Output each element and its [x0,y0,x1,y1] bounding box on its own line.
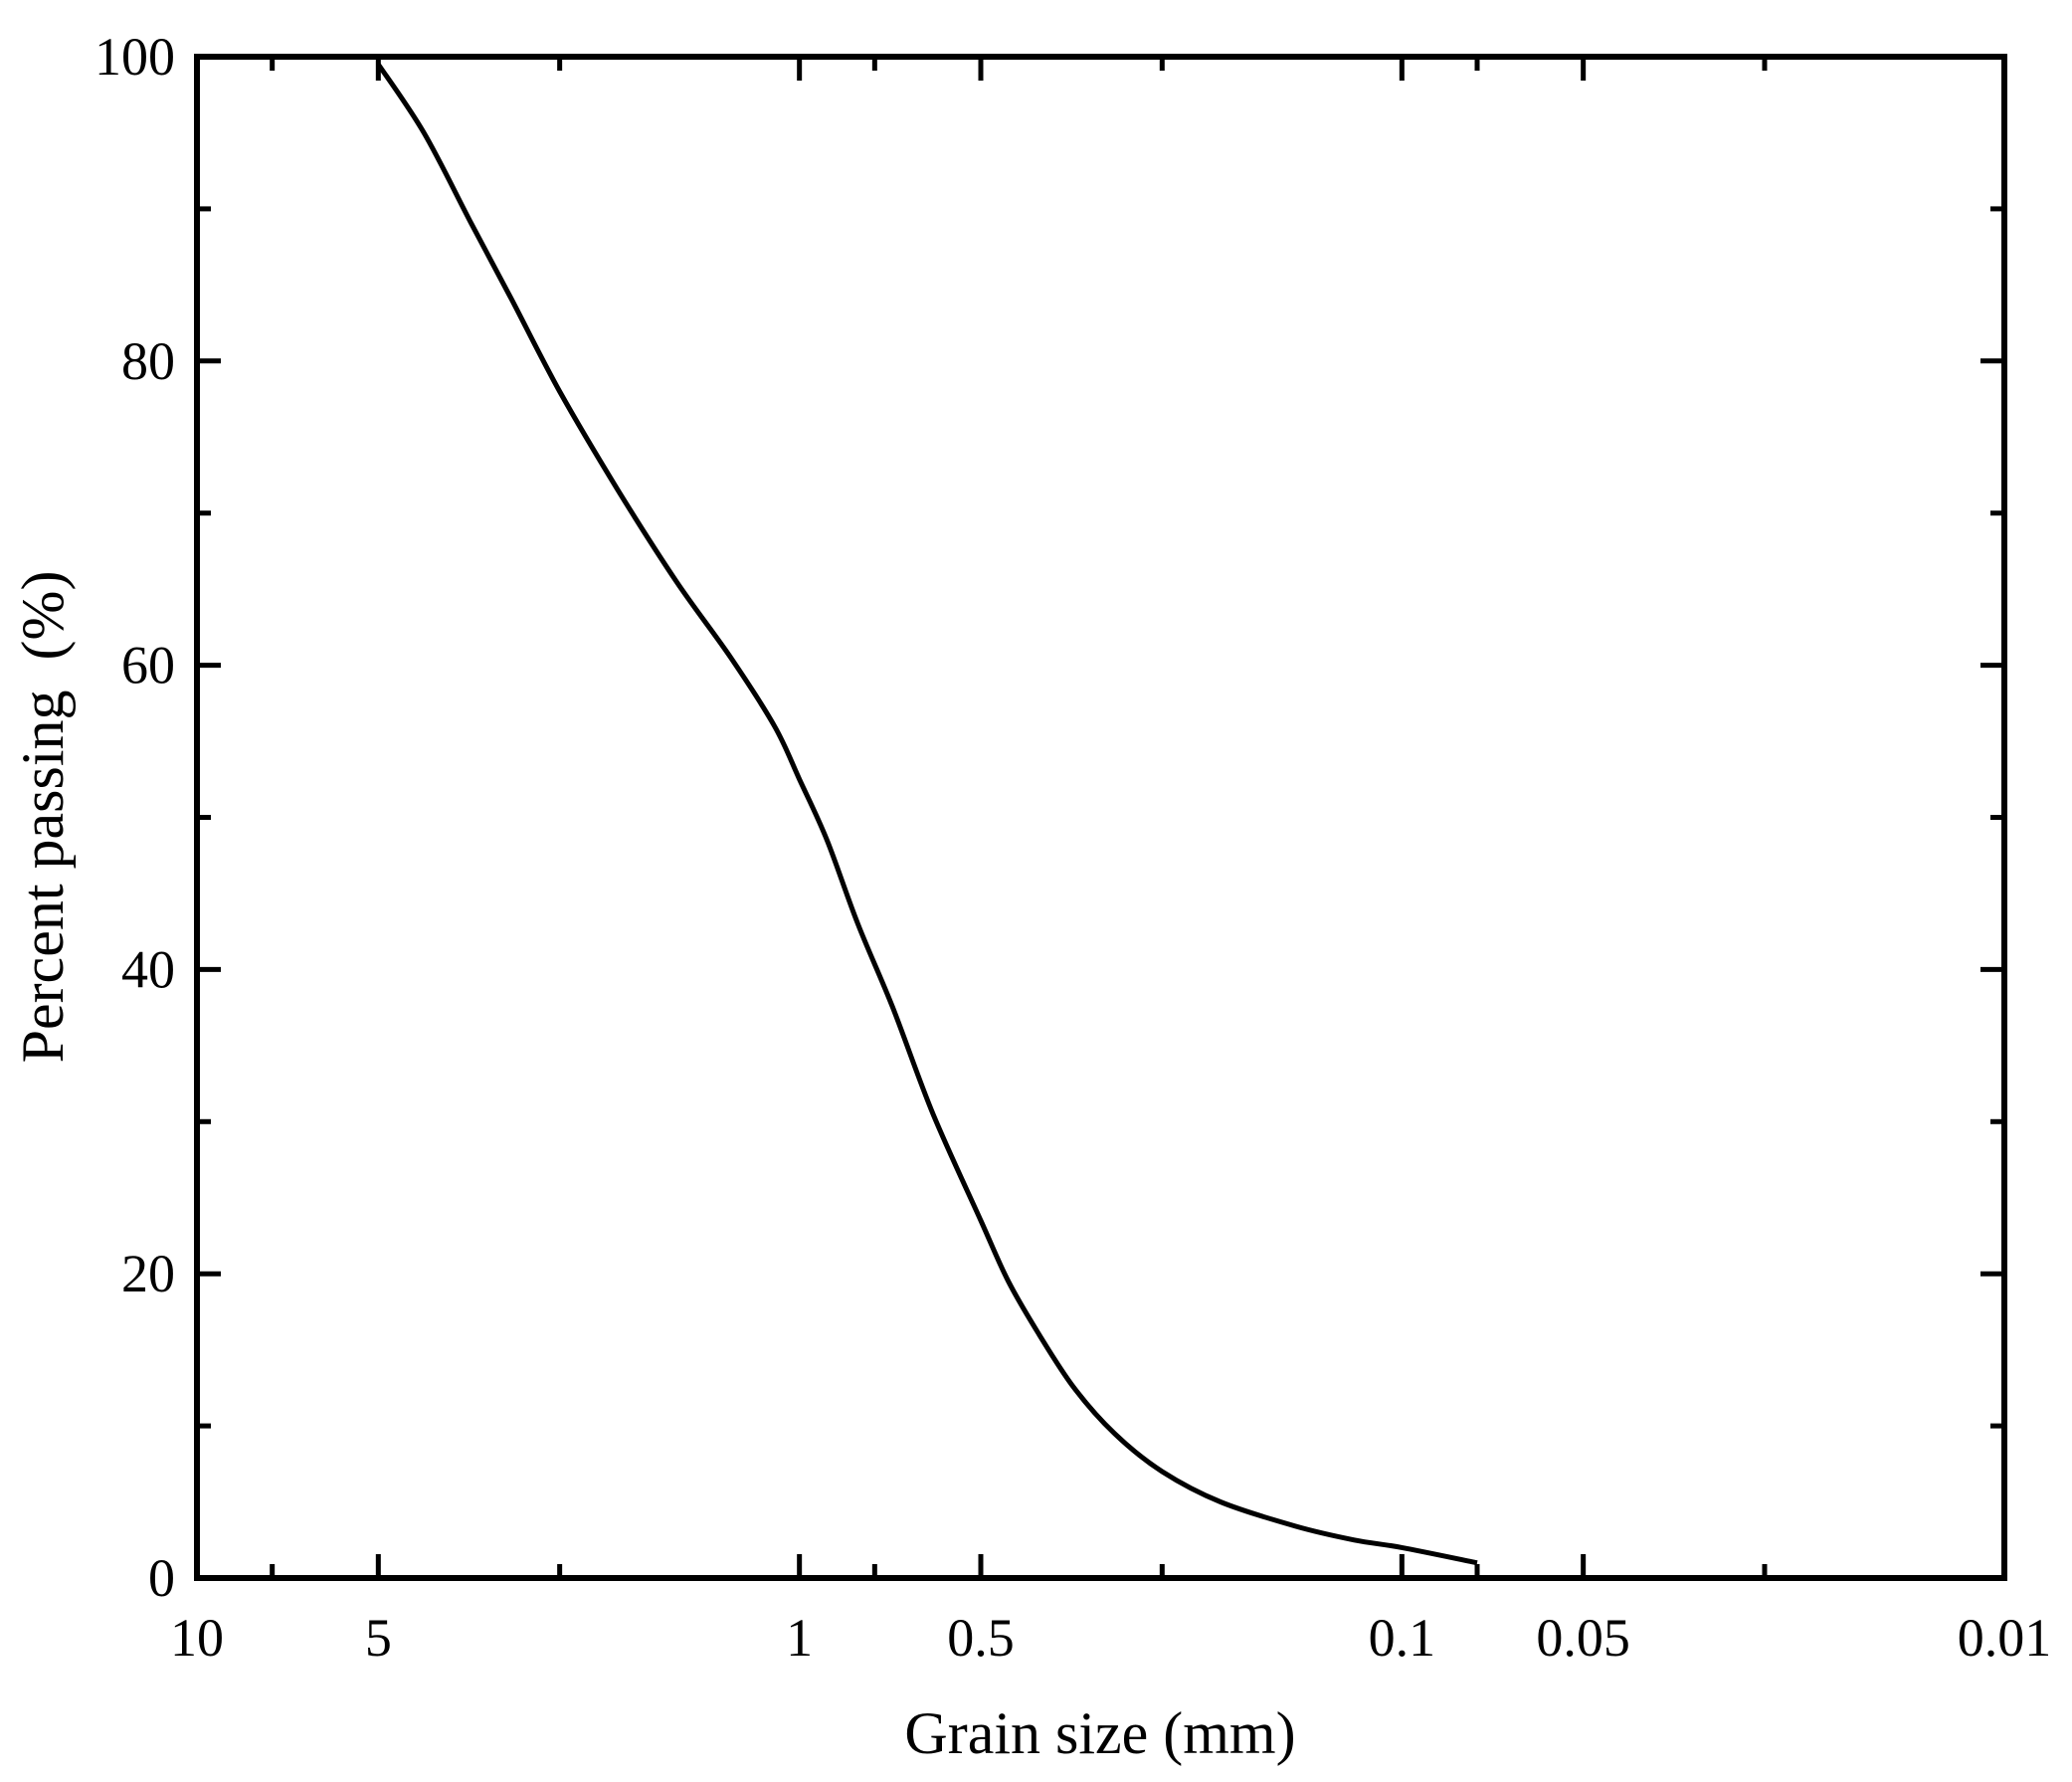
y-axis-title: Percent passing (%) [10,571,76,1064]
y-tick-label: 100 [94,27,175,87]
grading-curve-line [376,63,1478,1566]
y-tick-label: 80 [121,331,175,391]
x-tick-label: 0.5 [947,1608,1015,1668]
x-axis-title: Grain size (mm) [904,1700,1295,1766]
x-tick-label: 10 [170,1608,224,1668]
x-tick-label: 0.05 [1536,1608,1630,1668]
y-tick-label: 0 [148,1548,175,1608]
y-tick-label: 40 [121,939,175,999]
x-tick-label: 0.01 [1958,1608,2052,1668]
y-tick-label: 60 [121,636,175,695]
x-tick-label: 5 [365,1608,392,1668]
series-layer [376,63,1478,1566]
x-tick-label: 1 [786,1608,813,1668]
x-tick-label: 0.1 [1369,1608,1436,1668]
axis-ticks [194,54,2007,1581]
y-tick-label: 20 [121,1244,175,1303]
plot-frame [194,54,2007,1581]
tick-labels: 10 5 1 0.5 0.1 0.05 0.01 0 20 40 60 80 100 [94,27,2051,1668]
